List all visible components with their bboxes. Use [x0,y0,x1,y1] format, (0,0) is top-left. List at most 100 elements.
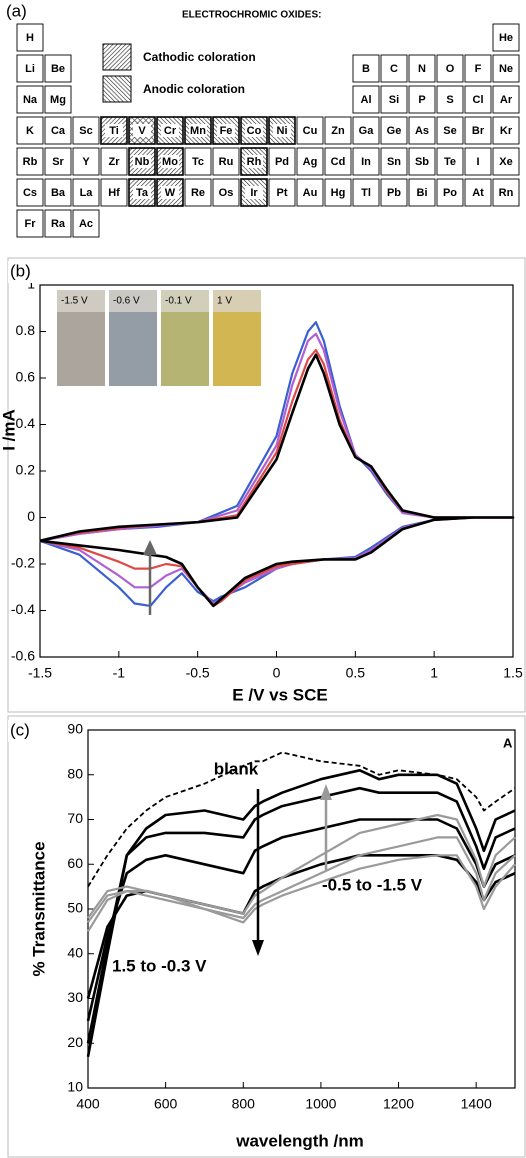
element-symbol: Ta [136,187,149,199]
element-symbol: Tl [361,187,371,199]
element-cell [44,54,72,83]
element-cell [44,85,72,114]
inset-photo-top [109,290,157,312]
element-symbol: He [499,32,513,44]
element-symbol: Ru [219,156,234,168]
element-symbol: H [26,32,34,44]
legend-swatch [102,43,132,71]
element-symbol: Ni [277,125,288,137]
label-bg [161,155,179,168]
element-cell [72,209,100,238]
y-tick-label: 0.2 [16,462,36,478]
element-cell [44,147,72,176]
element-cell [296,147,324,176]
element-symbol: Hg [331,187,346,199]
annotation: -0.5 to -1.5 V [322,875,423,894]
element-cell [16,178,44,207]
element-cell [380,85,408,114]
panel-label: (b) [10,261,31,280]
element-cell [408,147,436,176]
element-symbol: Rb [23,156,38,168]
y-axis-label: % Transmittance [29,841,48,976]
data-line [87,813,516,919]
element-symbol: Li [25,63,35,75]
element-symbol: Ti [109,125,119,137]
x-tick-label: 600 [154,1096,178,1112]
y-tick-label: 0.4 [16,415,36,431]
element-symbol: Pt [277,187,288,199]
label-bg [133,124,151,137]
panel-label-bg [8,261,38,283]
inset-label: -0.6 V [113,296,140,307]
data-line [86,769,516,1057]
element-cell [464,178,492,207]
element-cell [436,85,464,114]
element-symbol: Si [389,94,399,106]
annotation: A [503,735,513,750]
annotation: 1.5 to -0.3 V [112,956,207,975]
element-cell [100,147,128,176]
x-tick-label: 1400 [461,1096,492,1112]
inset-photo-top [161,290,209,312]
label-bg [133,186,151,199]
label-bg [245,186,263,199]
element-cell [408,116,436,145]
element-symbol: In [361,156,371,168]
element-symbol: Re [191,187,205,199]
element-symbol: Cr [164,125,177,137]
element-cell [324,147,352,176]
label-bg [189,124,207,137]
element-symbol: Os [219,187,234,199]
element-symbol: Kr [500,125,513,137]
element-cell [72,178,100,207]
element-cell [16,23,44,52]
y-tick-label: 1 [27,276,35,292]
element-symbol: Zr [109,156,121,168]
label-bg [161,124,179,137]
element-cell [324,178,352,207]
element-cell [464,147,492,176]
element-symbol: N [418,63,426,75]
element-cell [352,54,380,83]
legend-label: Cathodic coloration [143,50,256,64]
x-tick-label: -1 [113,665,126,681]
element-cell [44,209,72,238]
element-symbol: Fe [220,125,233,137]
element-cell [408,54,436,83]
element-symbol: As [415,125,429,137]
inset-label: 1 V [217,296,232,307]
inset-photo-top [57,290,105,312]
element-symbol: Na [23,94,38,106]
x-tick-label: -0.5 [186,665,210,681]
element-symbol: At [472,187,484,199]
label-bg [161,186,179,199]
element-cell [464,116,492,145]
element-symbol: Se [443,125,456,137]
inset-label: -1.5 V [61,296,88,307]
element-symbol: P [418,94,425,106]
x-tick-label: 400 [76,1096,100,1112]
element-symbol: Br [472,125,485,137]
inset-label: -0.1 V [165,296,192,307]
element-symbol: O [446,63,455,75]
element-symbol: B [362,63,370,75]
data-line [86,818,516,1022]
element-cell [268,178,296,207]
element-symbol: Al [361,94,372,106]
label-bg [217,124,235,137]
element-symbol: Cd [331,156,346,168]
element-symbol: Mg [50,94,66,106]
data-line [86,786,516,1044]
element-cell [436,116,464,145]
element-symbol: Ac [79,218,93,230]
element-symbol: Co [247,125,262,137]
y-tick-label: 50 [67,900,83,916]
element-cell [492,54,520,83]
y-tick-label: 40 [67,944,83,960]
y-tick-label: -0.6 [11,648,35,664]
element-symbol: Sc [79,125,92,137]
element-cell [16,85,44,114]
inset-photo-top [213,290,261,312]
element-symbol: F [475,63,482,75]
element-symbol: Y [82,156,90,168]
